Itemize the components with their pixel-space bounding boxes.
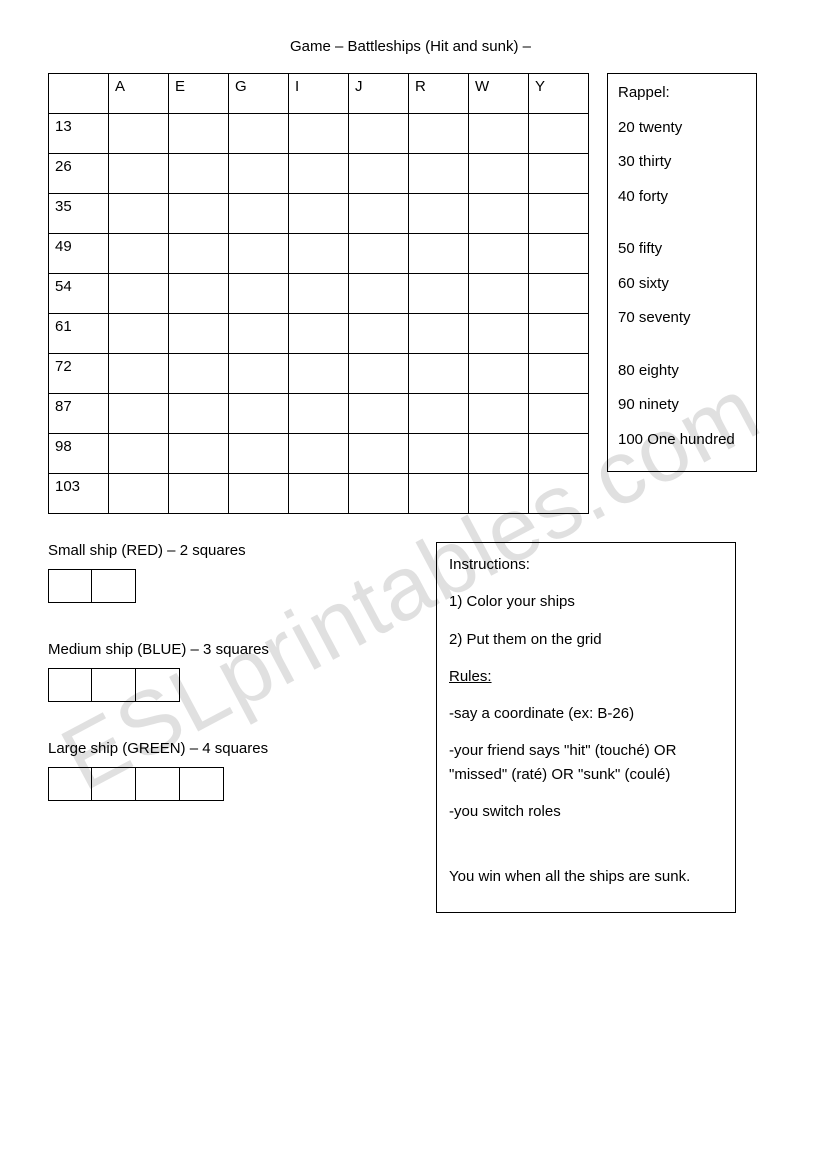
grid-row-header: 26 xyxy=(49,154,109,194)
grid-row-header: 87 xyxy=(49,394,109,434)
ship-square xyxy=(92,767,136,801)
grid-row-header: 61 xyxy=(49,314,109,354)
grid-col-header: W xyxy=(469,74,529,114)
grid-col-header: R xyxy=(409,74,469,114)
medium-ship-label: Medium ship (BLUE) – 3 squares xyxy=(48,641,408,658)
rappel-item: 50 fifty xyxy=(618,238,746,261)
grid-row-header: 49 xyxy=(49,234,109,274)
rappel-item: 60 sixty xyxy=(618,273,746,296)
ships-column: Small ship (RED) – 2 squares Medium ship… xyxy=(48,542,408,839)
grid-header-row: A E G I J R W Y xyxy=(49,74,589,114)
small-ship-block: Small ship (RED) – 2 squares xyxy=(48,542,408,603)
grid-row-header: 72 xyxy=(49,354,109,394)
instructions-heading: Instructions: xyxy=(449,553,723,576)
grid-row: 103 xyxy=(49,474,589,514)
grid-row: 13 xyxy=(49,114,589,154)
instructions-box: Instructions: 1) Color your ships 2) Put… xyxy=(436,542,736,913)
grid-row-header: 13 xyxy=(49,114,109,154)
rule-item: -say a coordinate (ex: B-26) xyxy=(449,702,723,725)
medium-ship-block: Medium ship (BLUE) – 3 squares xyxy=(48,641,408,702)
rules-heading: Rules: xyxy=(449,665,723,688)
instructions-step: 1) Color your ships xyxy=(449,590,723,613)
grid-row-header: 103 xyxy=(49,474,109,514)
rappel-box: Rappel: 20 twenty 30 thirty 40 forty 50 … xyxy=(607,73,757,472)
ship-square xyxy=(180,767,224,801)
ship-square xyxy=(48,668,92,702)
ship-square xyxy=(92,668,136,702)
rappel-item: 30 thirty xyxy=(618,151,746,174)
grid-col-header: G xyxy=(229,74,289,114)
rappel-item: 90 ninety xyxy=(618,394,746,417)
grid-row: 35 xyxy=(49,194,589,234)
grid-row: 49 xyxy=(49,234,589,274)
grid-row: 54 xyxy=(49,274,589,314)
rappel-heading: Rappel: xyxy=(618,82,746,105)
battleship-grid: A E G I J R W Y 13 26 35 49 54 61 72 87 … xyxy=(48,73,589,514)
grid-row: 87 xyxy=(49,394,589,434)
large-ship-squares xyxy=(48,767,408,801)
grid-row: 61 xyxy=(49,314,589,354)
rule-item: -you switch roles xyxy=(449,800,723,823)
grid-row-header: 54 xyxy=(49,274,109,314)
ship-square xyxy=(48,767,92,801)
grid-col-header: A xyxy=(109,74,169,114)
ship-square xyxy=(92,569,136,603)
win-condition: You win when all the ships are sunk. xyxy=(449,865,723,888)
grid-col-header: I xyxy=(289,74,349,114)
grid-col-header: E xyxy=(169,74,229,114)
large-ship-label: Large ship (GREEN) – 4 squares xyxy=(48,740,408,757)
instructions-step: 2) Put them on the grid xyxy=(449,628,723,651)
grid-row: 26 xyxy=(49,154,589,194)
grid-col-header: J xyxy=(349,74,409,114)
grid-col-header: Y xyxy=(529,74,589,114)
rappel-item: 40 forty xyxy=(618,186,746,209)
grid-row: 98 xyxy=(49,434,589,474)
ship-square xyxy=(48,569,92,603)
grid-row-header: 35 xyxy=(49,194,109,234)
ship-square xyxy=(136,668,180,702)
rule-item: -your friend says "hit" (touché) OR "mis… xyxy=(449,739,723,786)
rappel-item: 80 eighty xyxy=(618,360,746,383)
large-ship-block: Large ship (GREEN) – 4 squares xyxy=(48,740,408,801)
small-ship-label: Small ship (RED) – 2 squares xyxy=(48,542,408,559)
page-title: Game – Battleships (Hit and sunk) – xyxy=(48,38,773,55)
medium-ship-squares xyxy=(48,668,408,702)
grid-row-header: 98 xyxy=(49,434,109,474)
grid-corner-cell xyxy=(49,74,109,114)
ship-square xyxy=(136,767,180,801)
rappel-item: 100 One hundred xyxy=(618,429,746,452)
rappel-item: 70 seventy xyxy=(618,307,746,330)
grid-row: 72 xyxy=(49,354,589,394)
small-ship-squares xyxy=(48,569,408,603)
rappel-item: 20 twenty xyxy=(618,117,746,140)
